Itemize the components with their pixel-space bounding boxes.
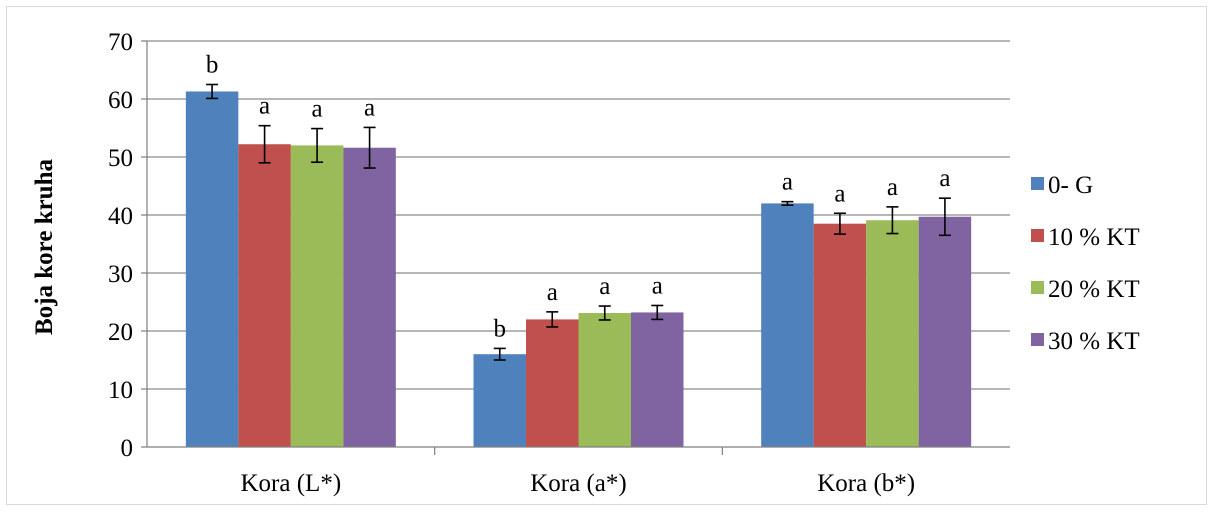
- bar: [290, 145, 344, 447]
- significance-label: a: [782, 169, 793, 196]
- legend-label: 30 % KT: [1048, 328, 1140, 355]
- y-tick-label: 10: [108, 377, 133, 404]
- bar: [631, 312, 684, 447]
- bar: [473, 354, 526, 447]
- significance-label: b: [206, 52, 219, 79]
- y-tick-label: 50: [108, 145, 133, 172]
- significance-label: a: [259, 93, 270, 120]
- bars: [185, 83, 972, 448]
- bar: [866, 220, 919, 447]
- x-tick-label: Kora (a*): [530, 470, 626, 497]
- axes: 0 10 20 30 40 50 60 70 Kora (L*) Kora (a*) Kora (b…: [108, 29, 1010, 497]
- legend-swatch: [1031, 281, 1044, 294]
- legend-label: 0- G: [1048, 172, 1093, 199]
- significance-label: a: [599, 273, 610, 300]
- legend-swatch: [1031, 333, 1044, 346]
- y-tick-label: 30: [108, 261, 133, 288]
- x-tick-label: Kora (b*): [817, 470, 915, 497]
- bar: [578, 313, 631, 447]
- significance-label: a: [939, 165, 950, 192]
- bar: [238, 144, 291, 448]
- bar: [526, 319, 579, 447]
- significance-labels: b a a a b a a a a a a a: [206, 52, 951, 343]
- bar: [185, 91, 239, 448]
- significance-label: a: [834, 180, 845, 207]
- y-axis-title: Boja kore kruha: [31, 159, 58, 335]
- y-tick-label: 70: [108, 29, 133, 56]
- significance-label: a: [652, 272, 663, 299]
- legend-swatch: [1031, 177, 1044, 190]
- significance-label: a: [887, 174, 898, 201]
- significance-label: a: [547, 279, 558, 306]
- legend: 0- G 10 % KT 20 % KT 30 % KT: [1031, 172, 1140, 355]
- legend-swatch: [1031, 229, 1044, 242]
- y-tick-label: 40: [108, 203, 133, 230]
- y-tick-label: 20: [108, 319, 133, 346]
- significance-label: b: [494, 315, 507, 342]
- legend-label: 20 % KT: [1048, 276, 1140, 303]
- significance-label: a: [364, 94, 375, 121]
- y-tick-label: 60: [108, 87, 133, 114]
- y-tick-label: 0: [121, 435, 134, 462]
- bar: [813, 223, 867, 447]
- significance-label: a: [312, 96, 323, 123]
- bar: [918, 216, 972, 447]
- x-tick-label: Kora (L*): [241, 470, 342, 497]
- bar: [761, 203, 814, 447]
- legend-label: 10 % KT: [1048, 224, 1140, 251]
- bar: [343, 147, 396, 447]
